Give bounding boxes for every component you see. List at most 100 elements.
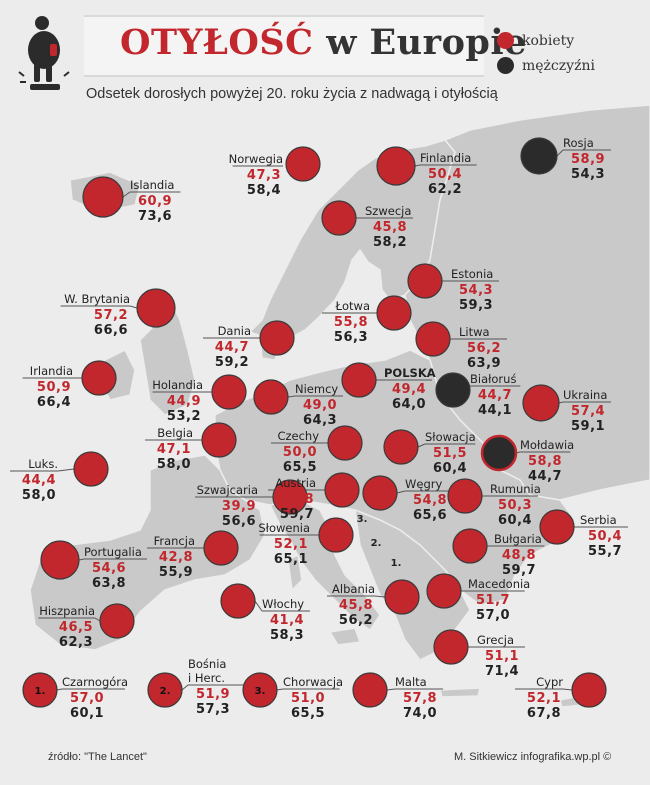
leader-hiszpania — [94, 617, 101, 622]
bubble-slowacja — [383, 429, 419, 465]
value-men-slowacja: 60,4 — [433, 461, 467, 476]
map-marker-2: 2. — [371, 538, 382, 549]
value-women-francja: 42,8 — [159, 550, 193, 565]
bubble-litwa — [415, 321, 451, 357]
value-women-irlandia: 50,9 — [37, 380, 71, 395]
value-men-serbia: 55,7 — [588, 544, 622, 559]
value-men-estonia: 59,3 — [459, 298, 493, 313]
value-women-szwecja: 45,8 — [373, 220, 407, 235]
country-name-rosja: Rosja — [563, 136, 594, 150]
bubble-wegry — [362, 475, 398, 511]
value-men-niemcy: 64,3 — [303, 413, 337, 428]
value-men-hiszpania: 62,3 — [59, 635, 93, 650]
source-note: źródło: "The Lancet" — [48, 751, 147, 763]
country-name-cypr: Cypr — [536, 675, 563, 689]
bubble-szwecja — [321, 200, 357, 236]
leader-wlochy — [254, 600, 263, 612]
country-name-macedonia: Macedonia — [468, 577, 530, 591]
leader-slowacja — [417, 443, 426, 448]
value-men-grecja: 71,4 — [485, 664, 519, 679]
country-name-bialorus: Białoruś — [470, 372, 516, 386]
value-women-albania: 45,8 — [339, 598, 373, 613]
value-women-islandia: 60,9 — [138, 194, 172, 209]
bubble-marker-czarnogora: 1. — [35, 686, 46, 697]
credit-note: M. Sitkiewicz infografika.wp.pl © — [454, 751, 612, 763]
country-name-szwecja: Szwecja — [365, 204, 411, 218]
value-women-macedonia: 51,7 — [476, 593, 510, 608]
legend-label-men: mężczyźni — [522, 57, 595, 74]
value-women-szwajcaria: 39,9 — [222, 499, 256, 514]
leader-w-brytania — [129, 305, 138, 309]
leader-albania — [374, 595, 386, 598]
value-women-ukraina: 57,4 — [571, 404, 605, 419]
value-men-belgia: 58,0 — [157, 457, 191, 472]
bubble-bosnia-i-herc — [147, 672, 183, 708]
country-name-austria: Austria — [275, 476, 316, 490]
value-women-estonia: 54,3 — [459, 283, 493, 298]
leader-luks — [57, 468, 75, 472]
bubble-lotwa — [376, 295, 412, 331]
value-women-niemcy: 49,0 — [303, 398, 337, 413]
bubble-portugalia — [40, 540, 80, 580]
bubble-grecja — [433, 629, 469, 665]
country-name-polska: POLSKA — [384, 366, 436, 380]
title-banner — [84, 15, 484, 77]
bubble-hiszpania — [99, 603, 135, 639]
bubble-rosja — [520, 137, 558, 175]
country-name-hiszpania: Hiszpania — [39, 604, 95, 618]
leader-portugalia — [78, 558, 85, 561]
value-men-albania: 56,2 — [339, 613, 373, 628]
bubble-w-brytania — [136, 288, 176, 328]
bubble-dania — [259, 320, 295, 356]
legend-item-women: kobiety — [497, 28, 595, 53]
western-europe-shape — [29, 454, 266, 651]
leader-rosja — [556, 149, 564, 157]
country-name-portugalia: Portugalia — [84, 545, 142, 559]
bubble-rumunia — [447, 478, 483, 514]
value-men-moldawia: 44,7 — [528, 469, 562, 484]
bubble-polska — [341, 362, 377, 398]
value-women-bialorus: 44,7 — [478, 388, 512, 403]
leader-islandia — [122, 191, 131, 198]
value-men-chorwacja: 65,5 — [291, 706, 325, 721]
country-name-bosnia-i-herc: i Herc. — [188, 671, 225, 685]
value-women-litwa: 56,2 — [467, 341, 501, 356]
leader-ukraina — [558, 401, 564, 404]
value-women-hiszpania: 46,5 — [59, 620, 93, 635]
value-women-wlochy: 41,4 — [270, 613, 304, 628]
value-women-czarnogora: 57,0 — [70, 691, 104, 706]
value-men-cypr: 67,8 — [527, 706, 561, 721]
value-men-ukraina: 59,1 — [571, 419, 605, 434]
value-women-serbia: 50,4 — [588, 529, 622, 544]
leader-bosnia-i-herc — [181, 684, 189, 691]
value-men-rosja: 54,3 — [571, 167, 605, 182]
bubble-austria — [324, 472, 360, 508]
value-men-bulgaria: 59,7 — [502, 563, 536, 578]
value-women-holandia: 44,9 — [167, 394, 201, 409]
country-name-wegry: Węgry — [405, 477, 442, 491]
country-name-norwegia: Norwegia — [229, 152, 283, 166]
value-women-czechy: 50,0 — [283, 445, 317, 460]
leader-czarnogora — [56, 688, 63, 691]
sardinia-shape — [287, 554, 303, 591]
bubble-islandia — [82, 176, 124, 218]
page-title: OTYŁOŚĆ w Europie — [120, 22, 527, 63]
leader-cypr — [562, 688, 573, 691]
value-women-lotwa: 55,8 — [334, 315, 368, 330]
value-men-francja: 55,9 — [159, 565, 193, 580]
value-men-bosnia-i-herc: 57,3 — [196, 702, 230, 717]
country-name-chorwacja: Chorwacja — [283, 675, 343, 689]
value-women-polska: 49,4 — [392, 382, 426, 397]
bubble-szwajcaria — [272, 479, 308, 515]
bubble-cypr — [571, 672, 607, 708]
country-bubbles — [22, 137, 607, 708]
country-name-szwajcaria: Szwajcaria — [197, 483, 258, 497]
value-men-holandia: 53,2 — [167, 409, 201, 424]
crete-shape — [439, 687, 481, 698]
map-number-markers: 1. 2. 3. — [357, 514, 402, 569]
value-men-portugalia: 63,8 — [92, 576, 126, 591]
italy-shape — [269, 499, 381, 631]
value-men-lotwa: 56,3 — [334, 330, 368, 345]
leader-finlandia — [414, 164, 421, 167]
country-name-dania: Dania — [218, 324, 251, 338]
